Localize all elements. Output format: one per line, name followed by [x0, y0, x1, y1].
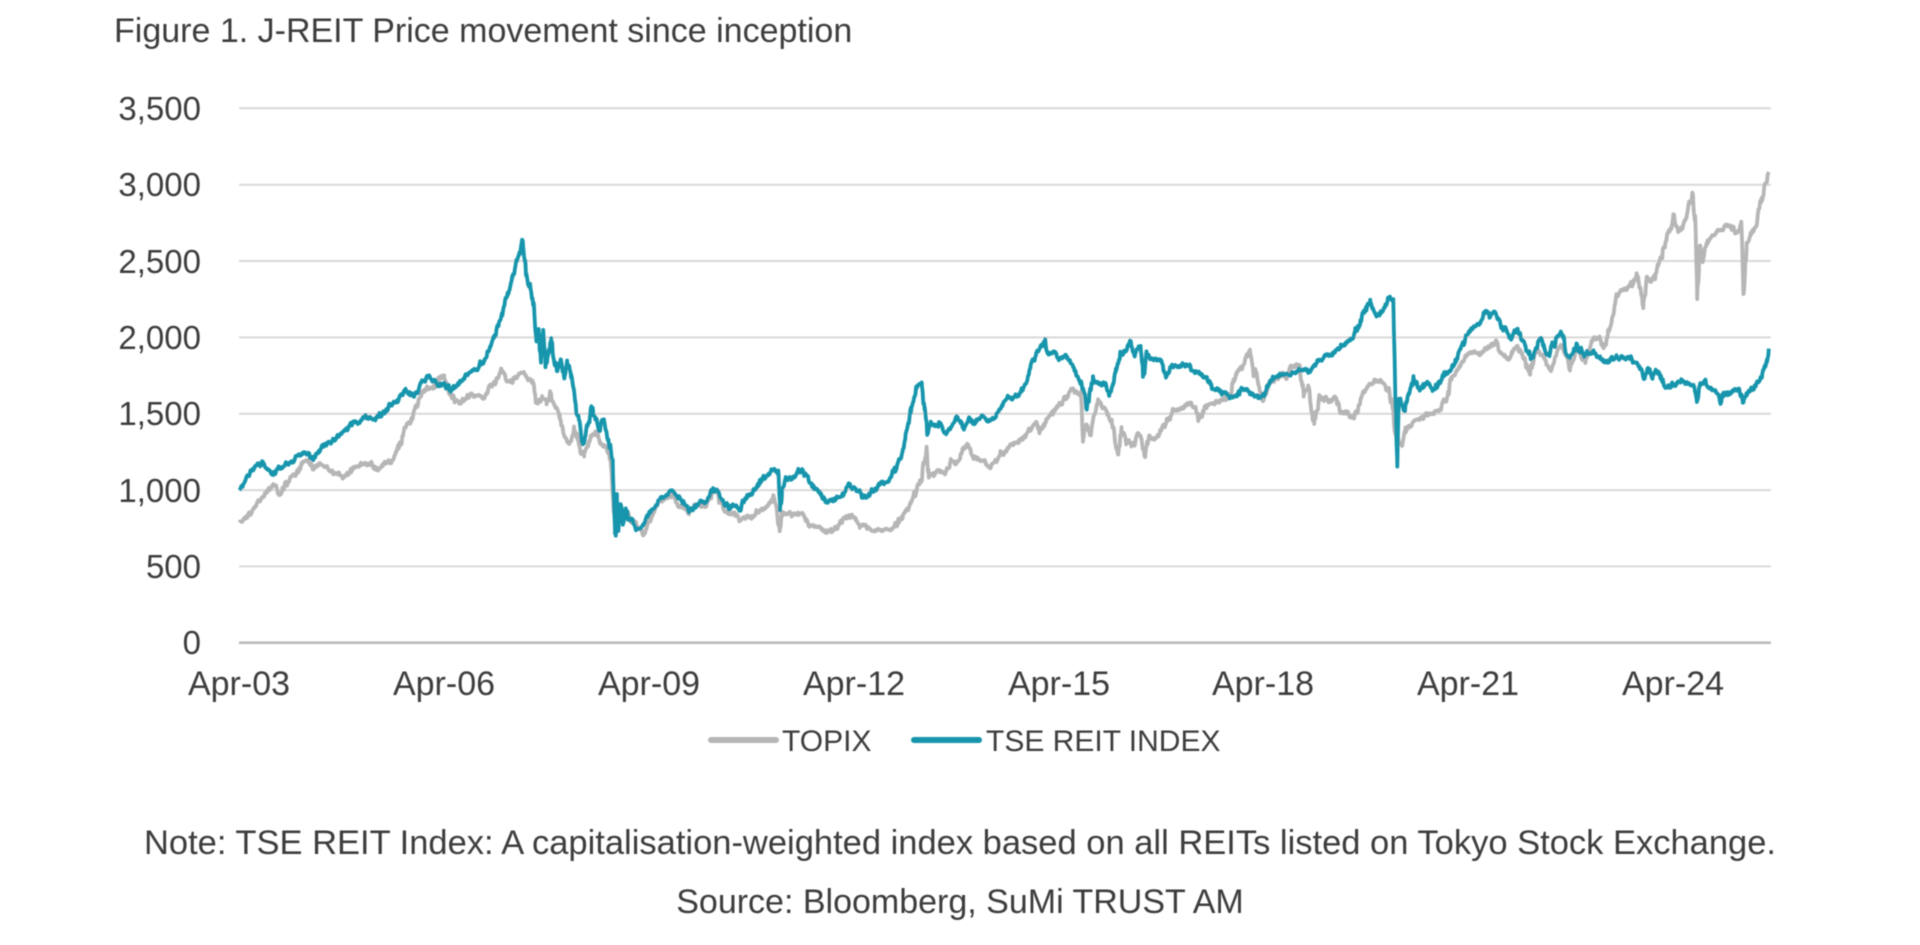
svg-text:Source: Bloomberg, SuMi TRUST: Source: Bloomberg, SuMi TRUST AM — [676, 883, 1244, 921]
svg-text:Figure 1. J-REIT Price movemen: Figure 1. J-REIT Price movement since in… — [114, 12, 852, 50]
svg-text:3,500: 3,500 — [118, 90, 201, 127]
svg-text:Apr-18: Apr-18 — [1212, 665, 1314, 703]
svg-text:Apr-15: Apr-15 — [1008, 665, 1110, 703]
svg-text:Apr-03: Apr-03 — [188, 665, 290, 703]
svg-text:Apr-12: Apr-12 — [803, 665, 905, 703]
svg-text:2,000: 2,000 — [118, 319, 201, 356]
svg-text:0: 0 — [183, 624, 201, 661]
svg-text:2,500: 2,500 — [118, 243, 201, 280]
svg-text:Apr-06: Apr-06 — [393, 665, 495, 703]
svg-text:500: 500 — [146, 548, 201, 585]
svg-text:Apr-09: Apr-09 — [598, 665, 700, 703]
svg-text:Note: TSE REIT Index: A capita: Note: TSE REIT Index: A capitalisation-w… — [144, 824, 1776, 862]
svg-text:Apr-24: Apr-24 — [1622, 665, 1724, 703]
svg-text:TSE REIT INDEX: TSE REIT INDEX — [986, 725, 1221, 758]
svg-text:1,000: 1,000 — [118, 472, 201, 509]
svg-text:TOPIX: TOPIX — [782, 725, 871, 758]
svg-text:3,000: 3,000 — [118, 166, 201, 203]
svg-text:1,500: 1,500 — [118, 395, 201, 432]
svg-text:Apr-21: Apr-21 — [1417, 665, 1519, 703]
